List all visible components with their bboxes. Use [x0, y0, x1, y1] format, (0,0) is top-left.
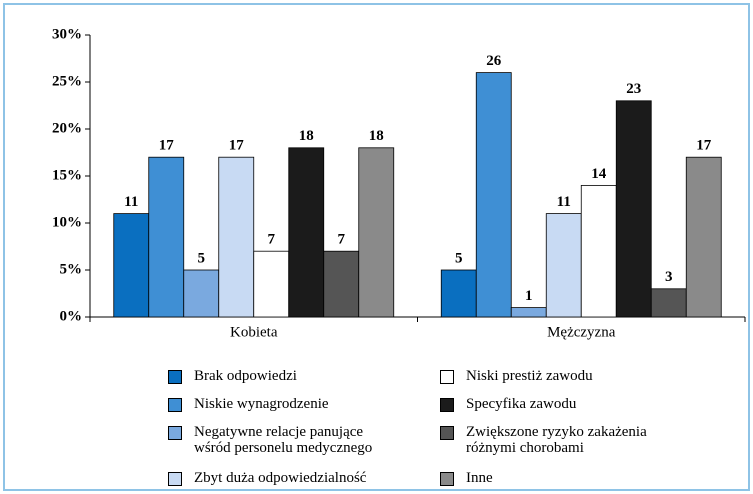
legend-swatch [168, 426, 182, 440]
bar [148, 156, 185, 318]
legend-label: Specyfika zawodu [466, 396, 577, 412]
legend-swatch [168, 398, 182, 412]
data-label: 3 [665, 269, 673, 285]
bar [288, 147, 325, 318]
data-label: 7 [338, 232, 346, 248]
legend-item: Brak odpowiedzi [168, 368, 297, 384]
data-label: 1 [525, 288, 533, 304]
bar [685, 156, 722, 318]
bar [545, 213, 582, 318]
data-label: 17 [229, 138, 245, 154]
legend-label: Niski prestiż zawodu [466, 368, 593, 384]
x-tick-label: Mężczyzna [547, 324, 616, 340]
y-tick-label: 25% [52, 73, 82, 89]
legend-item: Niski prestiż zawodu [440, 368, 593, 384]
legend-swatch [440, 472, 454, 486]
legend-label: Niskie wynagrodzenie [194, 396, 329, 412]
data-label: 23 [626, 81, 641, 97]
y-tick-label: 10% [52, 214, 82, 230]
data-label: 18 [299, 128, 314, 144]
legend-swatch [440, 398, 454, 412]
legend-label: Inne [466, 470, 493, 486]
data-label: 14 [591, 166, 607, 182]
legend-swatch [440, 370, 454, 384]
bar [650, 288, 687, 318]
data-label: 17 [159, 138, 175, 154]
y-tick-label: 0% [60, 308, 83, 324]
y-tick-label: 30% [52, 26, 82, 42]
bar [580, 184, 617, 318]
bar [253, 250, 290, 318]
data-label: 26 [486, 53, 502, 69]
bar [183, 269, 220, 318]
data-label: 11 [557, 194, 571, 210]
data-label: 18 [369, 128, 384, 144]
frame [3, 3, 750, 491]
bar [113, 213, 150, 318]
data-label: 17 [696, 138, 712, 154]
y-tick-label: 20% [52, 120, 82, 136]
legend-swatch [168, 472, 182, 486]
bar [510, 307, 547, 318]
y-tick-label: 15% [52, 167, 82, 183]
legend-label: Brak odpowiedzi [194, 368, 297, 384]
legend-label: Zbyt duża odpowiedzialność [194, 470, 367, 486]
legend-label: Negatywne relacje panujące wśród persone… [194, 424, 373, 456]
legend-item: Specyfika zawodu [440, 396, 576, 412]
bar [358, 147, 395, 318]
legend-item: Inne [440, 470, 493, 486]
data-label: 7 [268, 232, 276, 248]
data-label: 11 [124, 194, 138, 210]
bar [218, 156, 255, 318]
legend-swatch [168, 370, 182, 384]
bar [475, 72, 512, 318]
legend-item: Niskie wynagrodzenie [168, 396, 329, 412]
data-label: 5 [455, 250, 463, 266]
x-tick-label: Kobieta [230, 324, 278, 340]
legend-label: Zwiększone ryzyko zakażenia różnymi chor… [466, 424, 647, 456]
bar [323, 250, 360, 318]
legend-swatch [440, 426, 454, 440]
legend-item: Zwiększone ryzyko zakażenia różnymi chor… [440, 424, 647, 456]
bar [440, 269, 477, 318]
legend-item: Zbyt duża odpowiedzialność [168, 470, 366, 486]
bar [615, 100, 652, 318]
y-tick-label: 5% [60, 261, 83, 277]
legend-item: Negatywne relacje panujące wśród persone… [168, 424, 372, 456]
data-label: 5 [198, 250, 206, 266]
